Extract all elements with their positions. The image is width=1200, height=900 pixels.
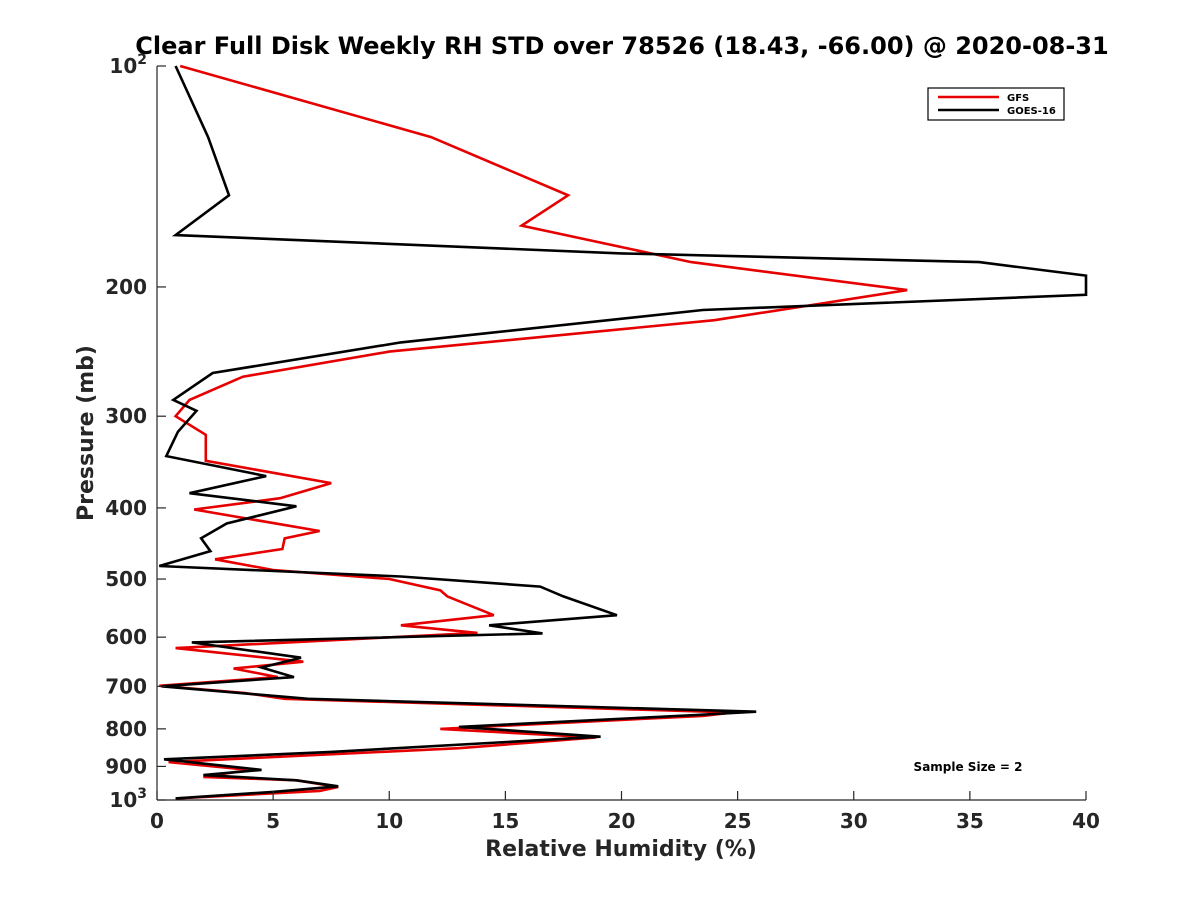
series-line-gfs bbox=[159, 64, 908, 800]
series-line-goes-16 bbox=[158, 65, 1088, 800]
legend-box bbox=[927, 87, 1065, 121]
x-tick-label: 25 bbox=[724, 809, 752, 833]
plot-area bbox=[156, 64, 1088, 801]
x-tick-label: 15 bbox=[491, 809, 519, 833]
x-axis: 0 5 10 15 20 25 30 35 40 bbox=[150, 791, 1100, 833]
y-tick-label: 900 bbox=[105, 754, 147, 778]
x-tick-label: 30 bbox=[840, 809, 868, 833]
y-tick-label: 500 bbox=[105, 567, 147, 591]
x-axis-label: Relative Humidity (%) bbox=[485, 837, 757, 862]
x-tick-label: 35 bbox=[956, 809, 984, 833]
legend: GFS GOES-16 bbox=[927, 87, 1065, 121]
legend-label: GFS bbox=[1007, 93, 1029, 104]
y-tick-label: 102 bbox=[109, 52, 147, 78]
y-axis: 102 200 300 400 500 600 700 800 900 103 bbox=[105, 52, 166, 812]
x-tick-label: 20 bbox=[608, 809, 636, 833]
x-tick-label: 0 bbox=[150, 809, 164, 833]
y-tick-label: 300 bbox=[105, 404, 147, 428]
y-axis-label: Pressure (mb) bbox=[74, 345, 99, 521]
y-tick-label: 103 bbox=[109, 786, 147, 812]
x-tick-label: 5 bbox=[266, 809, 280, 833]
y-tick-label: 400 bbox=[105, 496, 147, 520]
x-tick-label: 40 bbox=[1072, 809, 1100, 833]
legend-label: GOES-16 bbox=[1007, 106, 1056, 117]
chart-title: Clear Full Disk Weekly RH STD over 78526… bbox=[135, 32, 1108, 60]
y-tick-label: 700 bbox=[105, 674, 147, 698]
y-tick-label: 800 bbox=[105, 717, 147, 741]
y-tick-label: 600 bbox=[105, 625, 147, 649]
y-tick-label: 200 bbox=[105, 275, 147, 299]
sample-size-annotation: Sample Size = 2 bbox=[914, 760, 1023, 774]
x-tick-label: 10 bbox=[375, 809, 403, 833]
